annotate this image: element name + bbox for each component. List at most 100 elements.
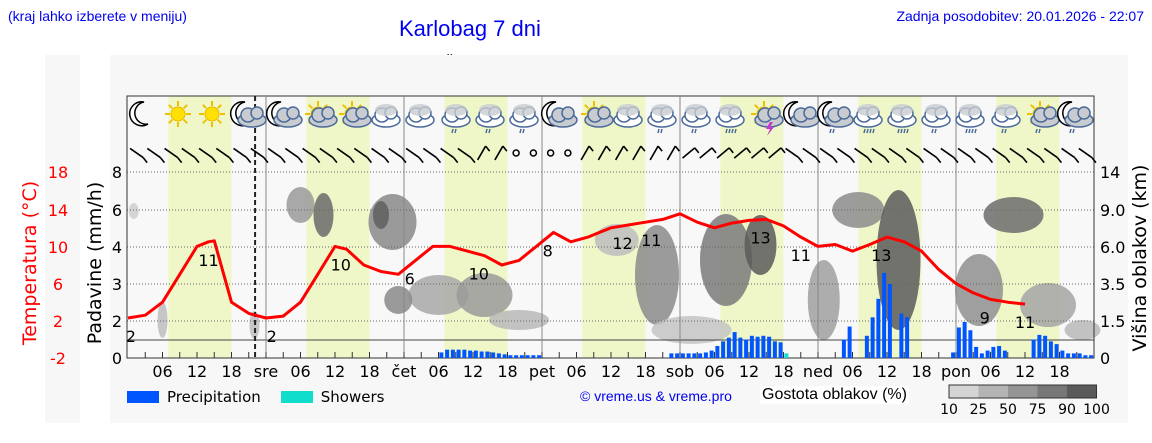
cloud-density-area [651, 316, 732, 344]
temperature-line [127, 212, 1026, 320]
rain-cloud-icon [647, 104, 677, 134]
x-tick-label: 18 [359, 362, 379, 381]
wind-barb-icon [649, 145, 659, 161]
wind-barb-icon [832, 157, 838, 164]
temp-tick-label: 10 [48, 238, 68, 257]
wind-barb-icon [884, 157, 890, 164]
precipitation-bar [519, 355, 524, 358]
precipitation-bar [847, 326, 852, 358]
wind-barb-icon [798, 157, 804, 164]
x-tick-label: 18 [911, 362, 931, 381]
cloud-density-tick-label: 90 [1058, 402, 1076, 418]
cloud-density-area [384, 286, 413, 314]
rain-cloud-icon [921, 104, 951, 134]
wind-barb-icon [728, 147, 734, 154]
precipitation-bar [887, 284, 892, 358]
wind-barb-icon [733, 147, 748, 159]
temp-tick-label: -2 [50, 349, 66, 368]
precipitation-bar [709, 350, 714, 358]
heavy-rain-cloud-icon [887, 104, 917, 134]
cloud-density-swatch [1037, 385, 1067, 398]
wind-barb-icon [745, 147, 752, 154]
wind-barb-icon [580, 145, 590, 161]
precipitation-bar [876, 298, 881, 358]
wind-calm-icon [564, 149, 572, 157]
precipitation-bar [991, 346, 996, 358]
precipitation-bar [473, 350, 478, 358]
wind-barb-icon [953, 157, 959, 164]
sun-rain-icon [1027, 101, 1060, 134]
precipitation-bar [721, 341, 726, 358]
cloud-density-area [157, 302, 168, 338]
x-tick-label: 18 [635, 362, 655, 381]
wind-barb-icon [353, 147, 368, 159]
x-tick-label: 18 [497, 362, 517, 381]
wind-barb-icon [711, 147, 717, 154]
precipitation-bar [899, 313, 904, 358]
x-tick-label: 18 [1049, 362, 1069, 381]
wind-barb-icon [280, 157, 286, 164]
wind-barb-icon [699, 147, 713, 159]
x-tick-label: 06 [290, 362, 310, 381]
precip-tick-label: 8 [112, 163, 122, 182]
rain-cloud-icon [681, 104, 711, 134]
cloud-density-swatch [1008, 385, 1038, 398]
cloud-height-tick-label: 1.5 [1100, 312, 1125, 331]
x-tick-label: sob [666, 362, 694, 381]
cloud-height-axis-title: Višina oblakov (km) [1129, 165, 1151, 352]
precipitation-bar [468, 350, 473, 358]
wind-barb-icon [763, 147, 769, 154]
cloud-density-label: Gostota oblakov (%) [760, 386, 909, 404]
wind-barb-icon [159, 157, 166, 164]
precipitation-bar [755, 336, 760, 358]
wind-barb-icon [422, 147, 437, 159]
wind-barb-icon [836, 147, 851, 159]
rain-cloud-icon [441, 104, 471, 134]
wind-barb-icon [815, 157, 821, 164]
precipitation-bar [456, 349, 461, 358]
temp-tick-label: 18 [48, 163, 68, 182]
x-tick-label: 06 [704, 362, 724, 381]
wind-barb-icon [440, 147, 455, 159]
precipitation-bar [985, 350, 990, 358]
wind-barb-icon [476, 145, 487, 161]
precipitation-bar [450, 349, 455, 358]
precipitation-bar [962, 321, 967, 358]
moon-cloud-icon [265, 101, 303, 128]
wind-barb-icon [716, 147, 730, 159]
precipitation-bar [1077, 353, 1082, 358]
copyright-link[interactable]: © vreme.us & vreme.pro [580, 388, 732, 404]
wind-barb-icon [1039, 157, 1045, 164]
sun-cloud-icon [581, 101, 614, 128]
cloud-icon [405, 104, 435, 128]
wind-barb-icon [302, 147, 317, 159]
precipitation-bar [761, 335, 766, 358]
wind-barb-icon [987, 157, 994, 164]
precipitation-bar [1037, 334, 1042, 358]
cloud-density-area [1020, 283, 1076, 327]
cloud-density-area [635, 225, 679, 325]
cloud-height-tick-label: 14 [1100, 163, 1120, 182]
wind-barb-icon [332, 157, 338, 164]
cloud-density-tick-label: 50 [999, 402, 1017, 418]
wind-barb-icon [267, 147, 282, 159]
cloud-icon [371, 104, 401, 128]
cloud-density-area [955, 254, 1003, 326]
wind-barb-icon [957, 147, 972, 159]
precip-tick-label: 4 [112, 238, 122, 257]
last-update: Zadnja posodobitev: 20.01.2026 - 22:07 [896, 8, 1144, 24]
legend-precipitation-label: Precipitation [167, 388, 261, 406]
moon-icon [128, 101, 149, 127]
precipitation-bar [744, 339, 749, 358]
wind-barb-icon [871, 147, 886, 159]
wind-barb-icon [918, 157, 925, 164]
rain-cloud-icon [509, 104, 539, 134]
temperature-value-label: 2 [267, 327, 277, 346]
precip-tick-label: 2 [112, 312, 122, 331]
temperature-value-label: 6 [1083, 0, 1093, 4]
wind-barb-icon [284, 147, 299, 159]
temperature-value-label: 11 [641, 231, 661, 250]
precipitation-bar [525, 355, 530, 358]
moon-cloud-icon [540, 101, 578, 128]
precipitation-bar [738, 337, 743, 358]
